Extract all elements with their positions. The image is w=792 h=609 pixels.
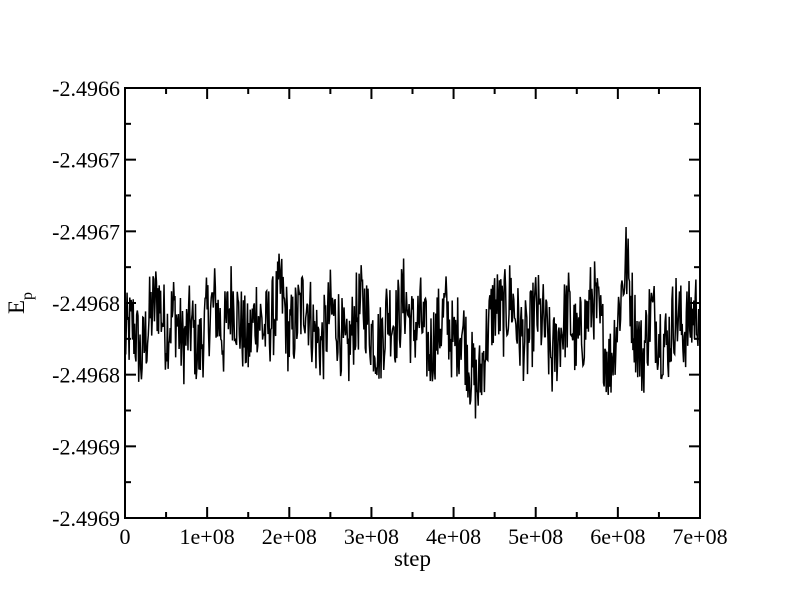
series-line <box>124 226 701 419</box>
y-axis-label-main: E <box>4 300 29 314</box>
x-tick-label: 3e+08 <box>344 524 399 549</box>
y-tick-label: -2.4966 <box>52 76 120 101</box>
series-layer <box>124 226 701 419</box>
x-tick-label: 6e+08 <box>590 524 645 549</box>
x-tick-label: 7e+08 <box>672 524 727 549</box>
y-tick-label: -2.4967 <box>52 148 120 173</box>
tick-labels: -2.4969 -2.4969 -2.4968 -2.4968 -2.4967 -2.49… <box>52 76 727 549</box>
x-tick-label: 2e+08 <box>262 524 317 549</box>
svg-text:Ep: Ep <box>4 292 36 314</box>
x-tick-label: 0 <box>120 524 131 549</box>
x-axis-label: step <box>394 546 431 571</box>
y-tick-label: -2.4969 <box>52 506 120 531</box>
plot-frame <box>124 87 701 519</box>
x-tick-label: 5e+08 <box>508 524 563 549</box>
x-tick-label: 1e+08 <box>180 524 235 549</box>
y-tick-label: -2.4969 <box>52 434 120 459</box>
y-tick-label: -2.4967 <box>52 219 120 244</box>
y-axis-label: Ep <box>4 292 36 314</box>
y-axis-label-subscript: p <box>19 292 36 300</box>
x-tick-label: 4e+08 <box>426 524 481 549</box>
y-tick-label: -2.4968 <box>52 363 120 388</box>
y-tick-label: -2.4968 <box>52 291 120 316</box>
